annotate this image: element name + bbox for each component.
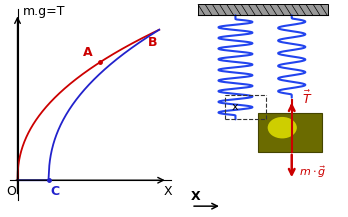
Text: X: X	[163, 185, 172, 198]
Text: $\vec{T}$: $\vec{T}$	[302, 90, 313, 107]
Text: A: A	[83, 46, 92, 59]
Bar	[198, 4, 327, 15]
Text: m.g=T: m.g=T	[23, 5, 66, 18]
Text: X: X	[191, 190, 201, 203]
Text: x: x	[232, 102, 239, 112]
Text: B: B	[148, 36, 157, 49]
Text: C: C	[50, 185, 59, 198]
Text: O: O	[6, 185, 16, 198]
Text: $m \cdot \vec{g}$: $m \cdot \vec{g}$	[299, 164, 326, 180]
Ellipse shape	[268, 117, 297, 138]
Bar	[258, 113, 322, 152]
